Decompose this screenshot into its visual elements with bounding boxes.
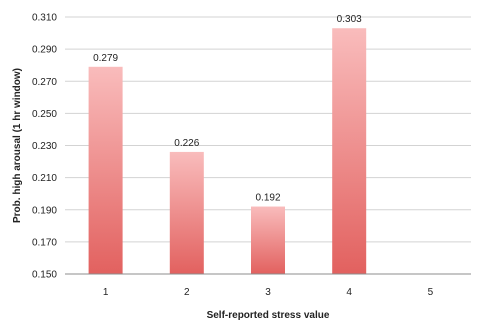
bar-1 xyxy=(88,66,123,274)
data-label: 0.303 xyxy=(337,14,362,25)
y-tick-label: 0.290 xyxy=(32,45,57,56)
data-label: 0.192 xyxy=(255,193,280,204)
y-tick-labels: 0.150 0.170 0.190 0.210 0.230 0.250 0.270 0.290… xyxy=(32,13,57,281)
x-axis-title: Self-reported stress value xyxy=(207,310,330,321)
x-tick-label: 5 xyxy=(428,287,434,298)
gridlines xyxy=(65,16,471,243)
y-tick-label: 0.190 xyxy=(32,205,57,216)
y-tick-label: 0.170 xyxy=(32,237,57,248)
data-label: 0.279 xyxy=(93,53,118,64)
y-tick-label: 0.230 xyxy=(32,141,57,152)
x-tick-label: 4 xyxy=(346,287,352,298)
data-labels: 0.279 0.226 0.192 0.303 xyxy=(93,14,362,203)
bar-3 xyxy=(251,206,285,274)
x-tick-label: 1 xyxy=(103,287,109,298)
data-label: 0.226 xyxy=(174,138,199,149)
y-tick-label: 0.270 xyxy=(32,77,57,88)
x-tick-labels: 1 2 3 4 5 xyxy=(103,287,434,298)
bar-4 xyxy=(332,28,367,275)
y-tick-label: 0.210 xyxy=(32,173,57,184)
bars xyxy=(88,28,367,275)
y-tick-label: 0.150 xyxy=(32,270,57,281)
x-tick-label: 3 xyxy=(265,287,271,298)
bar-2 xyxy=(169,151,204,274)
x-tick-label: 2 xyxy=(184,287,190,298)
y-tick-label: 0.310 xyxy=(32,13,57,24)
y-tick-label: 0.250 xyxy=(32,109,57,120)
y-axis-title: Prob. high arousal (1 hr window) xyxy=(12,68,23,223)
